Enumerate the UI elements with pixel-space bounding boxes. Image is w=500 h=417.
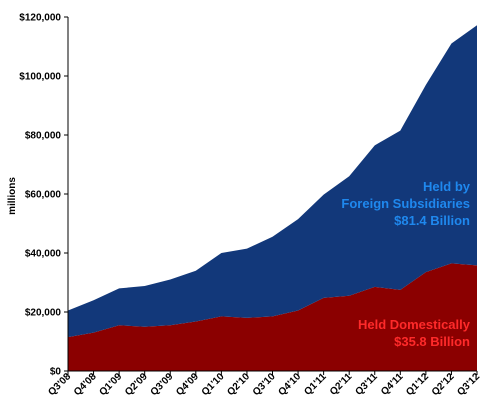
area-series-1	[68, 263, 477, 371]
x-tick-label: Q4'09	[174, 371, 201, 398]
y-tick-label: $60,000	[25, 190, 62, 201]
x-tick-label: Q2'09	[123, 371, 150, 398]
y-tick-label: $40,000	[25, 249, 62, 260]
area-layer	[68, 25, 477, 371]
x-tick-label: Q3'10	[251, 371, 278, 398]
annotations: Held by Foreign Subsidiaries $81.4 Billion…	[341, 179, 470, 349]
x-tick-label: Q3'11	[353, 371, 380, 398]
x-tick-label: Q1'10	[200, 371, 227, 398]
y-tick-label: $80,000	[25, 131, 62, 142]
x-tick-label: Q3'12	[455, 371, 482, 398]
y-tick-label: $20,000	[25, 308, 62, 319]
annotation-line: Held Domestically	[358, 317, 471, 332]
y-tick-label: $120,000	[19, 13, 61, 24]
y-tick-label: $100,000	[19, 72, 61, 83]
annotation-line: $81.4 Billion	[394, 213, 470, 228]
x-tick-label: Q1'09	[97, 371, 124, 398]
annotation-line: $35.8 Billion	[394, 334, 470, 349]
x-tick-label: Q4'11	[379, 371, 406, 398]
annotation-line: Foreign Subsidiaries	[341, 196, 470, 211]
x-tick-label: Q2'10	[225, 371, 252, 398]
x-tick-label: Q3'09	[149, 371, 176, 398]
x-tick-label: Q2'11	[328, 371, 355, 398]
y-axis-title: millions	[7, 177, 18, 215]
x-tick-label: Q1'11	[302, 371, 329, 398]
annotation-foreign: Held by Foreign Subsidiaries $81.4 Billion	[341, 179, 470, 228]
x-tick-label: Q4'10	[276, 371, 303, 398]
x-tick-label: Q2'12	[430, 371, 457, 398]
x-tick-label: Q4'08	[72, 371, 99, 398]
y-tick-label: $0	[50, 367, 62, 378]
area-series-2	[68, 25, 477, 338]
y-tick-labels: $0 $20,000 $40,000 $60,000 $80,000 $100,000 $1…	[19, 13, 68, 378]
annotation-domestic: Held Domestically $35.8 Billion	[358, 317, 471, 349]
x-tick-labels: Q3'08Q4'08Q1'09Q2'09Q3'09Q4'09Q1'10Q2'10…	[46, 371, 482, 398]
x-tick-label: Q1'12	[404, 371, 431, 398]
annotation-line: Held by	[423, 179, 471, 194]
